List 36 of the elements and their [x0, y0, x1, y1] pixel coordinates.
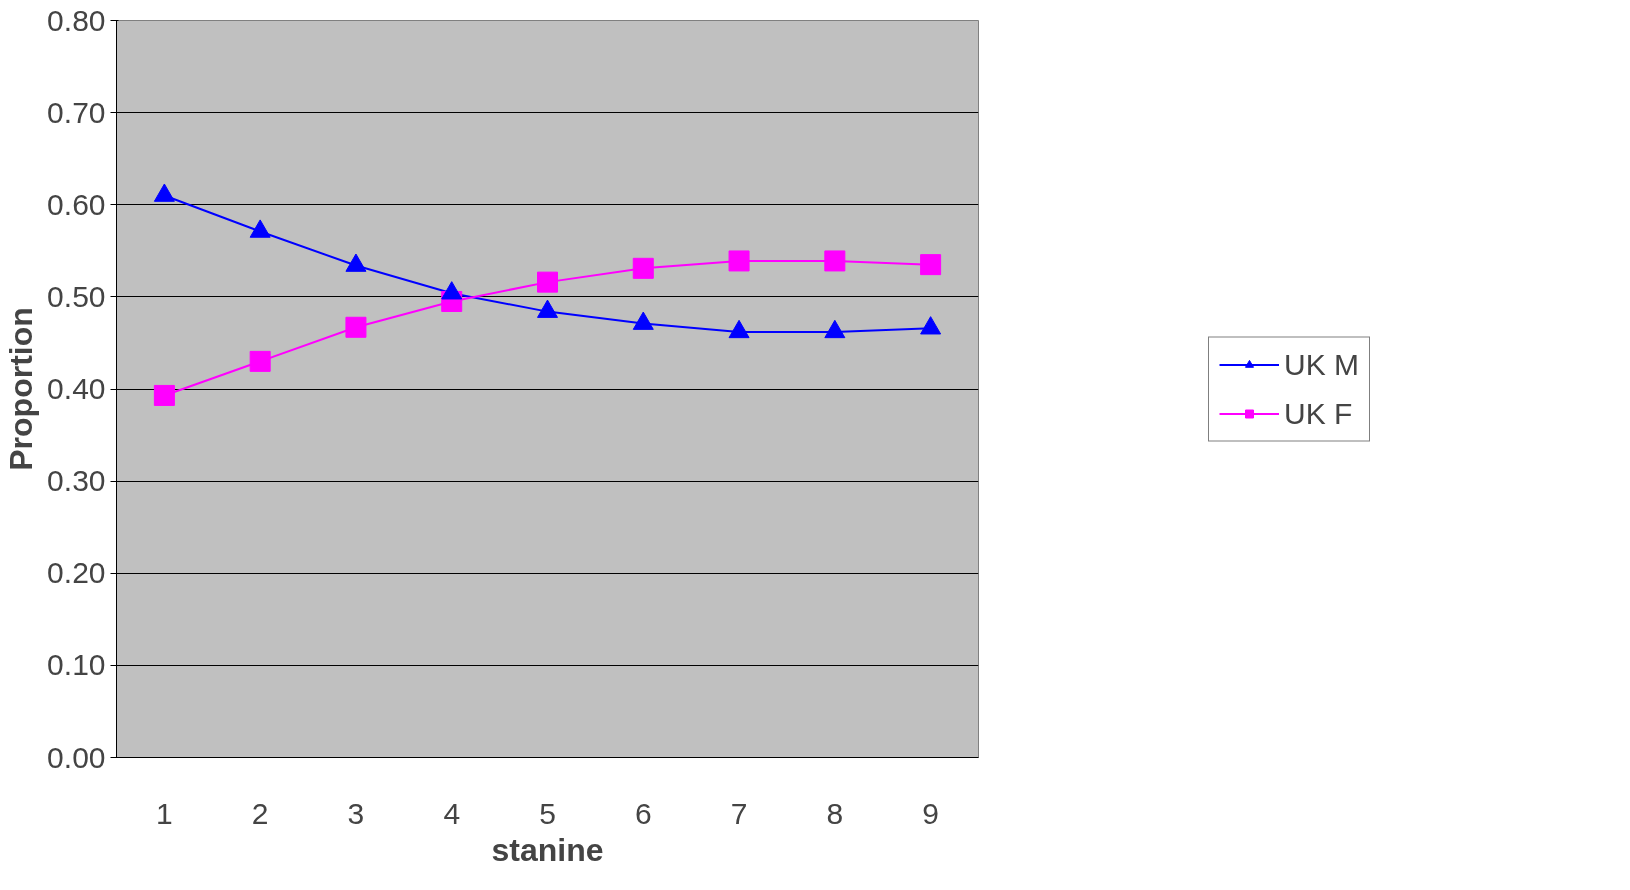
- y-tick-label: 0.60: [47, 187, 106, 221]
- legend-label: UK M: [1284, 347, 1359, 381]
- x-tick-label: 5: [539, 796, 556, 830]
- point: [824, 319, 846, 339]
- point: [345, 253, 367, 272]
- legend-label: UK F: [1284, 396, 1353, 430]
- y-tick-label: 0.10: [47, 648, 106, 682]
- point: [632, 311, 654, 330]
- y-tick-label: 0.40: [47, 372, 106, 405]
- y-tick-label: 0.50: [47, 279, 106, 313]
- x-tick-label: 8: [826, 796, 844, 830]
- point: [153, 183, 175, 202]
- point: [153, 384, 175, 406]
- point: [249, 219, 271, 238]
- point: [441, 281, 463, 300]
- point: [728, 319, 750, 339]
- x-tick-label: 1: [156, 796, 173, 830]
- point: [537, 271, 558, 293]
- x-tick-label: 4: [443, 796, 461, 830]
- point: [632, 257, 654, 279]
- point: [537, 299, 558, 318]
- x-tick-label: 7: [730, 796, 748, 830]
- x-axis-title: stanine: [491, 831, 604, 868]
- x-tick-label: 6: [634, 796, 652, 830]
- y-tick-label: 0.00: [47, 740, 106, 774]
- point: [920, 316, 942, 335]
- y-axis-title: Proportion: [3, 307, 40, 471]
- x-tick-label: 9: [922, 796, 939, 830]
- point: [249, 350, 271, 372]
- x-tick-label: 2: [251, 796, 269, 830]
- y-tick-label: 0.20: [47, 556, 106, 590]
- y-tick-label: 0.70: [47, 95, 106, 129]
- y-tick-label: 0.30: [47, 464, 106, 498]
- point: [345, 316, 367, 338]
- y-tick-label: 0.80: [47, 3, 106, 37]
- x-tick-label: 3: [347, 796, 365, 830]
